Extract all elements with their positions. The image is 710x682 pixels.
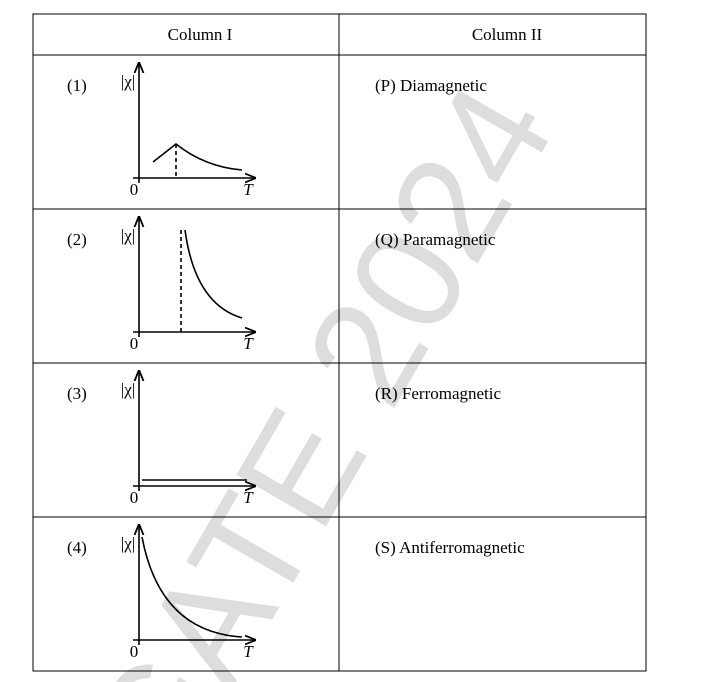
header-cell: Column I [168, 25, 233, 44]
origin-label: 0 [130, 642, 139, 661]
origin-label: 0 [130, 334, 139, 353]
y-axis-label: |χ| [121, 380, 135, 399]
origin-label: 0 [130, 488, 139, 507]
watermark: GATE 2024 [53, 57, 585, 682]
y-axis-label: |χ| [121, 226, 135, 245]
header-cell: Column II [472, 25, 543, 44]
row-label: (4) [67, 538, 87, 557]
x-axis-label: T [243, 488, 254, 507]
row-label: (3) [67, 384, 87, 403]
x-axis-label: T [243, 334, 254, 353]
graph-curve [141, 536, 243, 638]
x-axis-label: T [243, 642, 254, 661]
rows: (1) |χ| 0 T (P) Diamagnetic (2) |χ| 0 T (Q) Param… [33, 63, 646, 661]
row-label: (1) [67, 76, 87, 95]
match-option: (P) Diamagnetic [375, 76, 487, 95]
x-axis-label: T [243, 180, 254, 199]
row-label: (2) [67, 230, 87, 249]
y-axis-label: |χ| [121, 534, 135, 553]
match-option: (S) Antiferromagnetic [375, 538, 525, 557]
origin-label: 0 [130, 180, 139, 199]
graph-curve [184, 229, 243, 319]
graph-curve [152, 142, 243, 171]
y-axis-label: |χ| [121, 72, 135, 91]
match-option: (R) Ferromagnetic [375, 384, 501, 403]
match-option: (Q) Paramagnetic [375, 230, 496, 249]
